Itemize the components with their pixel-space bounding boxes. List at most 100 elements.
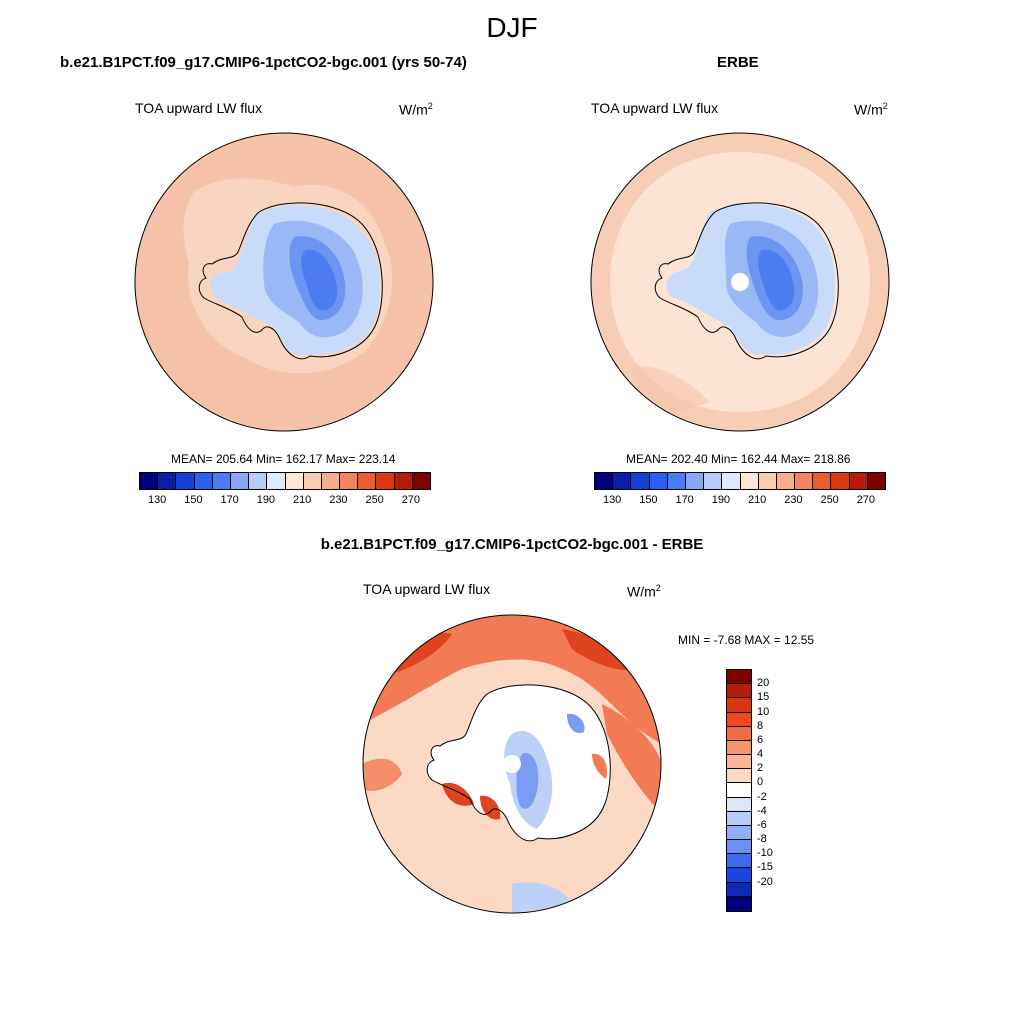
panel1-ice-core <box>301 249 338 311</box>
colorbar-swatch <box>394 473 413 489</box>
colorbar-swatch <box>727 840 751 855</box>
panel2-stats: MEAN= 202.40 Min= 162.44 Max= 218.86 <box>626 452 851 466</box>
panel2-colorbar <box>594 472 886 490</box>
colorbar-tick-label: 6 <box>757 733 764 746</box>
colorbar-swatch <box>727 811 751 826</box>
colorbar-tick-label: -4 <box>757 804 767 817</box>
colorbar-swatch <box>230 473 250 489</box>
panel1-polar-map <box>134 132 434 432</box>
colorbar-tick-label: 130 <box>147 494 167 506</box>
panel1-colorbar-ticks: 130 150 170 190 210 230 250 270 <box>139 494 429 508</box>
colorbar-swatch <box>667 473 686 489</box>
panel3-title: b.e21.B1PCT.f09_g17.CMIP6-1pctCO2-bgc.00… <box>320 536 704 553</box>
panel2-variable-label: TOA upward LW flux <box>591 100 719 116</box>
panel1-units: W/m2 <box>399 101 433 118</box>
colorbar-tick-label: 150 <box>184 494 203 506</box>
colorbar-swatch <box>595 473 614 489</box>
panel2-units: W/m2 <box>854 101 888 118</box>
colorbar-swatch <box>727 726 751 741</box>
colorbar-swatch <box>727 868 751 883</box>
colorbar-tick-label: 10 <box>757 705 770 718</box>
colorbar-swatch <box>867 473 885 489</box>
colorbar-swatch <box>140 473 159 489</box>
colorbar-swatch <box>358 473 377 489</box>
colorbar-tick-label: 270 <box>401 494 421 506</box>
colorbar-tick-label: 150 <box>639 494 658 506</box>
colorbar-swatch <box>776 473 796 489</box>
season-title: DJF <box>486 12 538 43</box>
colorbar-swatch <box>285 473 304 489</box>
panel2-pole-hole <box>731 273 749 291</box>
colorbar-swatch <box>267 473 286 489</box>
colorbar-tick-label: 170 <box>675 494 694 506</box>
panel3-colorbar-ticks: 20 15 10 8 6 4 2 0 -2 -4 -6 -8 -10 -15 -20 <box>757 669 797 910</box>
panel3-stats: MIN = -7.68 MAX = 12.55 <box>678 633 815 647</box>
colorbar-swatch <box>727 684 751 699</box>
colorbar-tick-label: 130 <box>602 494 622 506</box>
colorbar-swatch <box>176 473 195 489</box>
colorbar-tick-label: 210 <box>292 494 312 506</box>
colorbar-swatch <box>704 473 723 489</box>
panel3-variable-label: TOA upward LW flux <box>363 581 491 597</box>
colorbar-tick-label: 190 <box>256 494 276 506</box>
colorbar-swatch <box>631 473 650 489</box>
colorbar-swatch <box>303 473 322 489</box>
colorbar-tick-label: 8 <box>757 719 764 732</box>
colorbar-swatch <box>727 882 751 897</box>
panel3-colorbar <box>726 669 752 912</box>
colorbar-tick-label: 15 <box>757 691 770 704</box>
colorbar-tick-label: 250 <box>820 494 839 506</box>
panel2-coastline <box>654 202 839 360</box>
colorbar-tick-label: 0 <box>757 776 764 789</box>
panel1-title: b.e21.B1PCT.f09_g17.CMIP6-1pctCO2-bgc.00… <box>60 54 467 71</box>
colorbar-swatch <box>249 473 268 489</box>
colorbar-swatch <box>340 473 359 489</box>
colorbar-swatch <box>727 896 751 911</box>
colorbar-swatch <box>727 698 751 713</box>
colorbar-tick-label: -6 <box>757 818 767 831</box>
colorbar-swatch <box>727 712 751 727</box>
colorbar-swatch <box>727 854 751 869</box>
colorbar-tick-label: 230 <box>784 494 803 506</box>
colorbar-tick-label: -2 <box>757 790 767 803</box>
panel2-ice-core <box>758 249 795 311</box>
colorbar-swatch <box>212 473 231 489</box>
colorbar-swatch <box>321 473 341 489</box>
colorbar-tick-label: 2 <box>757 762 764 775</box>
colorbar-swatch <box>831 473 850 489</box>
colorbar-swatch <box>158 473 177 489</box>
colorbar-swatch <box>727 755 751 770</box>
colorbar-tick-label: 20 <box>757 677 770 690</box>
colorbar-swatch <box>412 473 430 489</box>
colorbar-swatch <box>813 473 832 489</box>
panel1-coastline <box>198 202 383 360</box>
colorbar-tick-label: 230 <box>329 494 348 506</box>
colorbar-swatch <box>376 473 395 489</box>
colorbar-swatch <box>740 473 759 489</box>
panel3-pole-hole <box>503 755 521 773</box>
colorbar-swatch <box>613 473 632 489</box>
colorbar-swatch <box>758 473 777 489</box>
colorbar-swatch <box>727 740 751 756</box>
colorbar-tick-label: 210 <box>747 494 767 506</box>
colorbar-swatch <box>849 473 868 489</box>
colorbar-swatch <box>727 797 751 812</box>
panel3-polar-map <box>362 614 662 914</box>
colorbar-swatch <box>194 473 213 489</box>
colorbar-tick-label: -8 <box>757 833 767 846</box>
colorbar-tick-label: -10 <box>757 847 773 860</box>
panel3-coastline <box>426 684 611 842</box>
colorbar-tick-label: 190 <box>711 494 731 506</box>
colorbar-swatch <box>795 473 814 489</box>
panel3-units: W/m2 <box>627 583 661 600</box>
colorbar-tick-label: -20 <box>757 875 773 888</box>
panel2-polar-map <box>590 132 890 432</box>
panel2-title: ERBE <box>717 54 759 71</box>
panel2-colorbar-ticks: 130 150 170 190 210 230 250 270 <box>594 494 884 508</box>
colorbar-swatch <box>727 825 751 841</box>
colorbar-swatch <box>685 473 705 489</box>
colorbar-tick-label: 270 <box>856 494 876 506</box>
colorbar-swatch <box>727 769 751 784</box>
colorbar-tick-label: 250 <box>365 494 384 506</box>
panel1-variable-label: TOA upward LW flux <box>135 100 263 116</box>
